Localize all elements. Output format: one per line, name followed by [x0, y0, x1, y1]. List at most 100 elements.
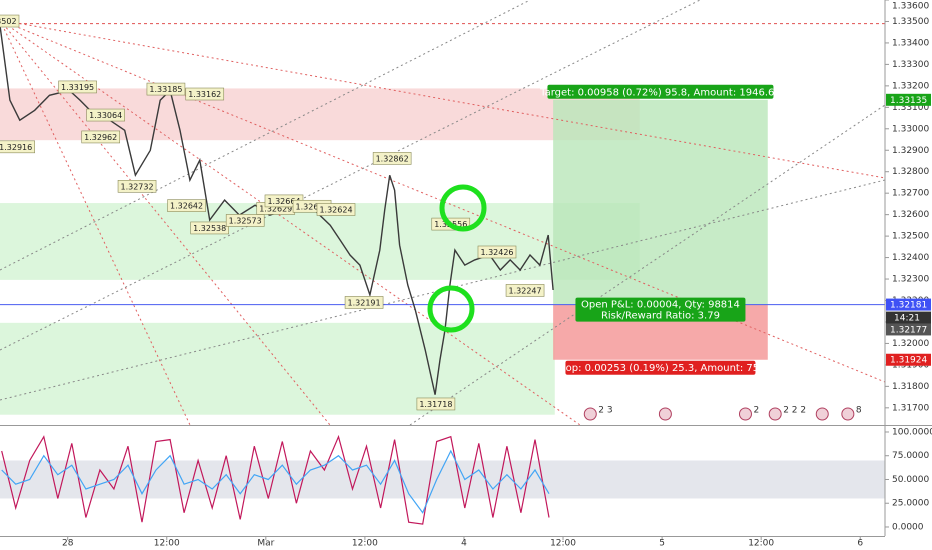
y-tick-label: 1.33500 — [892, 17, 929, 27]
y-tick-label: 75.0000 — [892, 451, 929, 461]
pivot-box — [86, 108, 125, 122]
event-icon — [658, 407, 672, 421]
pivot-label: 1.32629 — [259, 204, 292, 213]
y-tick-label: 1.32500 — [892, 232, 929, 242]
stop-tag — [886, 353, 931, 366]
pivot-label: 1.33162 — [188, 90, 221, 99]
y-tick-label: 1.32700 — [892, 189, 929, 199]
trend-line — [409, 104, 886, 426]
x-tick-label: Mar — [257, 539, 274, 549]
zone — [0, 322, 555, 415]
last-price-tag-label: 1.32177 — [890, 325, 927, 335]
entry-tag-label: 1.32181 — [890, 301, 927, 311]
pivot-label: 1.32191 — [348, 298, 381, 307]
pivot-box — [58, 80, 97, 94]
stop-text-box — [565, 360, 756, 375]
x-tick-label: 6 — [857, 539, 863, 549]
y-tick-label: 1.33600 — [892, 2, 929, 12]
pivot-box — [505, 284, 545, 297]
pivot-box — [146, 82, 186, 96]
y-tick-label: 50.0000 — [892, 475, 929, 485]
x-tick-label: 12:00 — [352, 539, 378, 549]
pivot-label: 1.32732 — [120, 182, 153, 191]
stop-tag-label: 1.31924 — [890, 356, 927, 366]
pivot-box — [477, 245, 517, 259]
y-tick-label: 100.0000 — [892, 427, 932, 437]
pivot-label: 1.32573 — [229, 216, 262, 225]
pivot-label: 1.33502 — [0, 17, 17, 26]
pivot-label: 1.32247 — [509, 286, 542, 295]
y-tick-label: 0.0000 — [892, 522, 924, 532]
highlight-circle — [427, 285, 475, 333]
event-icon — [841, 407, 855, 421]
y-tick-label: 1.32600 — [892, 210, 929, 220]
target-text: Target: 0.00958 (0.72%) 95.8, Amount: 19… — [539, 87, 781, 98]
target-text-box — [547, 84, 774, 99]
trend-line — [0, 0, 701, 351]
countdown-label: 14:21 — [894, 314, 920, 324]
pnl-box — [575, 297, 746, 322]
y-tick-label: 1.31800 — [892, 382, 929, 392]
x-tick-label: 28 — [62, 539, 74, 549]
pivot-box — [167, 199, 206, 212]
axes: 1.317001.318001.319001.320001.321001.322… — [62, 0, 932, 549]
pivot-label: 1.32642 — [170, 202, 203, 211]
axis-background — [885, 0, 932, 550]
event-icon — [738, 407, 752, 421]
trend-line — [0, 0, 531, 271]
y-tick-label: 1.33000 — [892, 124, 929, 134]
trend-line — [0, 19, 886, 383]
pivot-label: 1.32862 — [376, 154, 409, 163]
target-tag-label: 1.33135 — [890, 96, 927, 106]
event-icon — [768, 407, 782, 421]
plot: 1.33502 1.33195 1.33185 1.33162 1.33064 1.329… — [0, 14, 885, 525]
oscillator-line — [1, 434, 550, 525]
pivot-box — [0, 140, 35, 154]
pivot-label: 1.31718 — [419, 400, 452, 409]
pnl-text: Open P&L: 0.00004, Qty: 98814 — [581, 300, 740, 311]
price-line — [0, 25, 554, 395]
y-tick-label: 1.31700 — [892, 403, 929, 413]
pivot-label: 1.33064 — [89, 111, 122, 120]
x-tick-label: 12:00 — [748, 539, 774, 549]
x-tick-label: 4 — [461, 539, 467, 549]
pivot-label: 1.32916 — [0, 143, 32, 152]
target-tag — [886, 93, 931, 106]
pivot-box — [190, 221, 229, 235]
target-zone — [553, 99, 768, 305]
oscillator-line — [1, 449, 550, 514]
entry-tag — [886, 298, 931, 311]
pivot-label: 1.32538 — [193, 224, 226, 233]
pivot-box — [372, 152, 412, 165]
event-icon — [815, 407, 829, 421]
y-tick-label: 1.32900 — [892, 146, 929, 156]
pivot-box — [225, 214, 265, 227]
pivot-label: 1.32639 — [296, 202, 329, 211]
last-price-tag — [886, 323, 931, 336]
y-tick-label: 1.33100 — [892, 103, 929, 113]
pivot-label: 1.32664 — [267, 197, 300, 206]
y-tick-label: 1.33400 — [892, 38, 929, 48]
event-icon — [583, 407, 597, 421]
y-tick-label: 1.32400 — [892, 253, 929, 263]
x-tick-label: 12:00 — [154, 539, 180, 549]
ratio-text: Risk/Reward Ratio: 3.79 — [601, 311, 720, 322]
countdown-tag — [886, 311, 931, 324]
zones — [0, 88, 768, 415]
event-label: 8 — [856, 406, 862, 416]
pivot-box — [185, 87, 225, 101]
y-tick-label: 1.33300 — [892, 60, 929, 70]
y-tick-label: 1.32800 — [892, 167, 929, 177]
pivot-label: 1.33185 — [149, 85, 182, 94]
highlight-circle — [439, 184, 487, 232]
pivot-box — [344, 296, 384, 309]
event-label: 2 — [753, 406, 759, 416]
trend-line — [0, 19, 331, 426]
x-tick-label: 12:00 — [550, 539, 576, 549]
event-label: 2 3 — [598, 406, 612, 416]
pivot-label: 1.32426 — [480, 248, 513, 257]
pivot-label: 1.33195 — [61, 83, 94, 92]
pivot-label: 1.32624 — [319, 205, 352, 214]
stop-text: Stop: 0.00253 (0.19%) 25.3, Amount: 750 — [555, 363, 765, 374]
